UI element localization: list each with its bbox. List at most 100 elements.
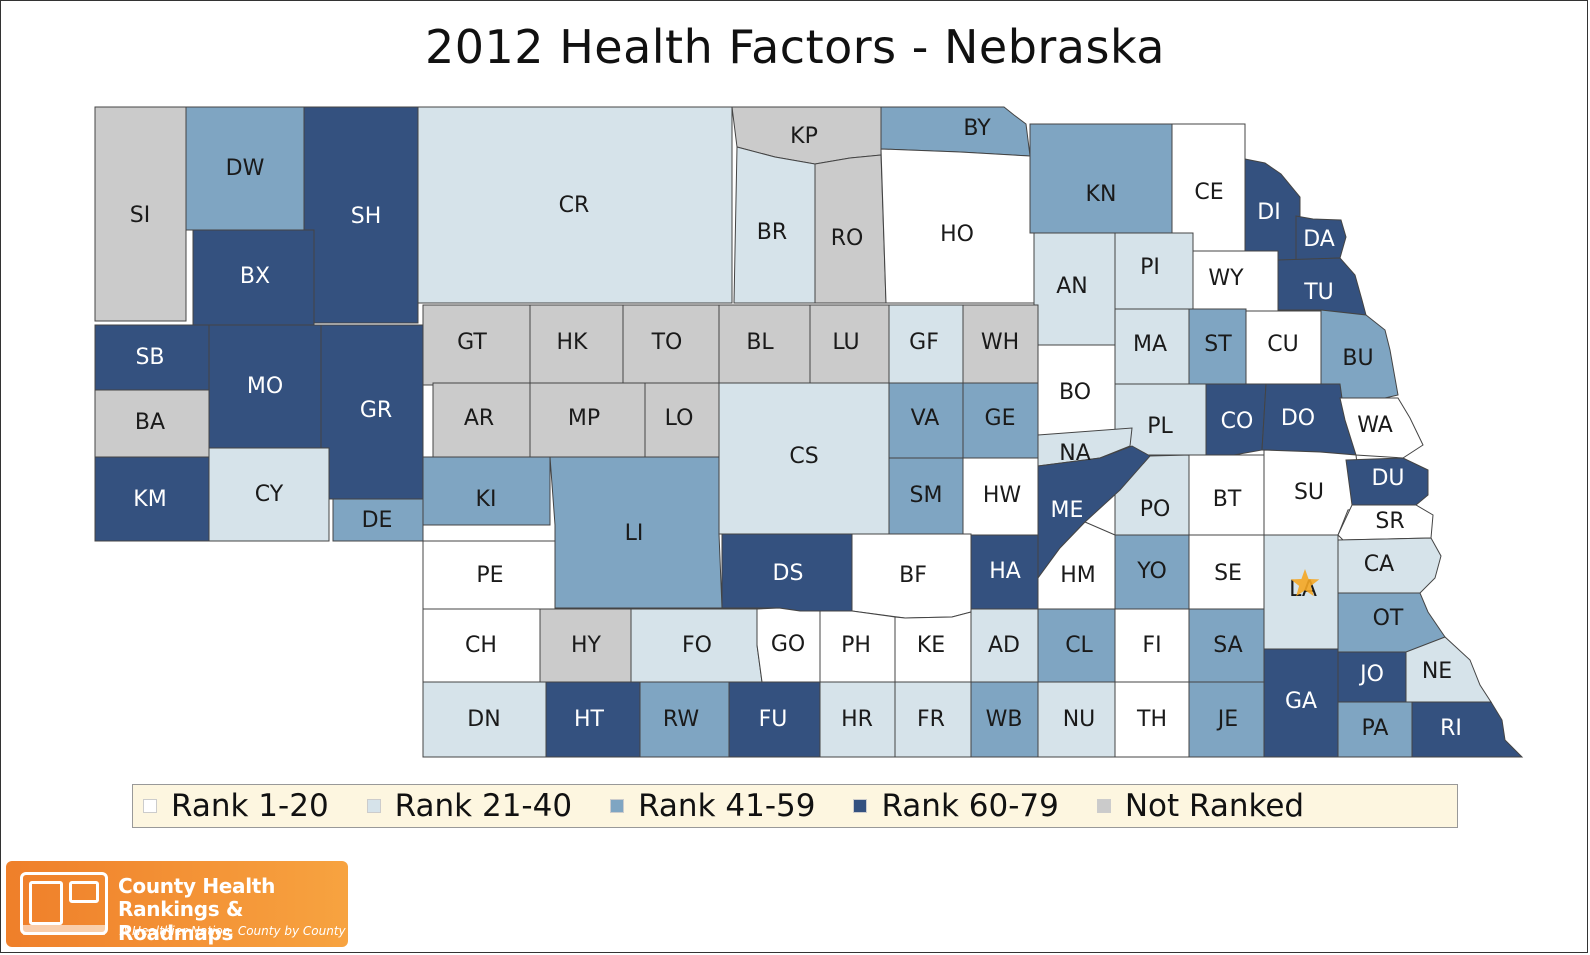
county-label-th: TH (1136, 707, 1167, 732)
county-label-sa: SA (1213, 633, 1242, 658)
county-label-ro: RO (831, 226, 864, 251)
county-label-ma: MA (1133, 332, 1167, 357)
county-health-rankings-logo: County Health Rankings & Roadmaps A Heal… (6, 861, 348, 947)
county-label-bt: BT (1213, 487, 1242, 512)
county-label-ad: AD (988, 633, 1020, 658)
county-label-fo: FO (682, 633, 712, 658)
county-label-pe: PE (476, 563, 503, 588)
county-label-gr: GR (360, 398, 392, 423)
county-label-ne: NE (1422, 659, 1452, 684)
legend-swatch (1096, 799, 1111, 813)
county-label-ph: PH (841, 633, 871, 658)
county-label-hr: HR (841, 707, 873, 732)
county-label-dw: DW (226, 156, 265, 181)
county-label-do: DO (1281, 406, 1315, 431)
legend-label: Rank 41-59 (638, 788, 816, 824)
county-tu (1277, 257, 1367, 316)
county-label-wy: WY (1208, 266, 1244, 291)
county-label-bl: BL (746, 330, 774, 355)
county-label-kn: KN (1086, 182, 1117, 207)
map-title: 2012 Health Factors - Nebraska (425, 20, 1165, 74)
county-label-da: DA (1303, 227, 1335, 252)
county-label-cu: CU (1267, 332, 1298, 357)
county-ri (1411, 701, 1524, 758)
county-label-se: SE (1214, 561, 1242, 586)
county-label-ge: GE (985, 406, 1016, 431)
legend-label: Rank 1-20 (171, 788, 329, 824)
county-label-yo: YO (1136, 559, 1167, 584)
legend-swatch (610, 799, 625, 813)
county-label-co: CO (1221, 409, 1254, 434)
county-label-br: BR (757, 220, 787, 245)
county-label-ot: OT (1373, 606, 1404, 631)
county-label-sm: SM (910, 483, 943, 508)
county-labels: SI DW SH CR KP BY BR RO HO KN CE DI DA BX AN PI WY TU SB MO… (130, 116, 1462, 741)
county-label-to: TO (651, 330, 683, 355)
county-label-ds: DS (773, 561, 804, 586)
county-wa (1339, 397, 1424, 459)
county-label-hw: HW (983, 483, 1022, 508)
county-label-po: PO (1140, 497, 1171, 522)
county-label-go: GO (771, 632, 805, 657)
county-label-ba: BA (135, 410, 165, 435)
county-label-fu: FU (759, 707, 788, 732)
county-label-va: VA (911, 406, 940, 431)
county-label-lo: LO (665, 406, 694, 431)
county-label-je: JE (1216, 707, 1238, 732)
county-label-an: AN (1056, 274, 1088, 299)
county-label-hm: HM (1060, 563, 1096, 588)
county-label-nu: NU (1063, 707, 1096, 732)
county-label-su: SU (1294, 480, 1324, 505)
county-label-ga: GA (1285, 689, 1317, 714)
legend-item-rank-21-40: Rank 21-40 (366, 788, 572, 824)
county-label-ar: AR (464, 406, 494, 431)
logo-tagline: A Healthier Nation, County by County (120, 924, 346, 938)
county-label-st: ST (1204, 332, 1232, 357)
county-label-gt: GT (457, 330, 487, 355)
legend-label: Rank 60-79 (881, 788, 1059, 824)
county-label-si: SI (130, 203, 150, 228)
county-label-cy: CY (255, 482, 284, 507)
county-label-ri: RI (1440, 716, 1462, 741)
county-label-kp: KP (790, 124, 818, 149)
county-je (1188, 681, 1265, 758)
county-label-bf: BF (899, 563, 927, 588)
county-kn (1029, 123, 1173, 234)
county-label-rw: RW (663, 707, 699, 732)
legend-swatch (143, 799, 157, 813)
legend: Rank 1-20 Rank 21-40 Rank 41-59 Rank 60-79 N… (132, 784, 1458, 828)
county-cr (417, 106, 733, 304)
county-label-bu: BU (1342, 346, 1373, 371)
county-label-de: DE (362, 508, 393, 533)
legend-label: Not Ranked (1124, 788, 1305, 824)
legend-item-not-ranked: Not Ranked (1096, 788, 1305, 824)
legend-item-rank-1-20: Rank 1-20 (143, 788, 329, 824)
logo-map-icon (20, 872, 108, 935)
county-label-ch: CH (465, 633, 497, 658)
county-si (94, 106, 187, 322)
county-label-mp: MP (568, 406, 600, 431)
county-label-fr: FR (917, 707, 945, 732)
county-label-jo: JO (1358, 662, 1384, 687)
county-label-me: ME (1051, 498, 1084, 523)
county-label-sr: SR (1375, 509, 1404, 534)
county-label-wh: WH (981, 330, 1019, 355)
legend-swatch (853, 799, 868, 813)
legend-item-rank-60-79: Rank 60-79 (853, 788, 1059, 824)
county-label-cr: CR (559, 193, 590, 218)
county-label-mo: MO (247, 374, 283, 399)
logo-line-2: Rankings & Roadmaps (118, 897, 244, 945)
logo-line-1: County Health (118, 874, 276, 898)
county-by (880, 106, 1031, 157)
county-label-pi: PI (1140, 255, 1160, 280)
county-co (1205, 383, 1267, 459)
legend-swatch (366, 799, 381, 813)
county-label-ht: HT (574, 707, 605, 732)
county-label-pa: PA (1362, 716, 1389, 741)
county-label-sh: SH (351, 204, 382, 229)
county-label-tu: TU (1303, 280, 1334, 305)
county-label-ho: HO (940, 222, 974, 247)
county-label-dn: DN (467, 707, 500, 732)
county-label-ki: KI (476, 487, 497, 512)
